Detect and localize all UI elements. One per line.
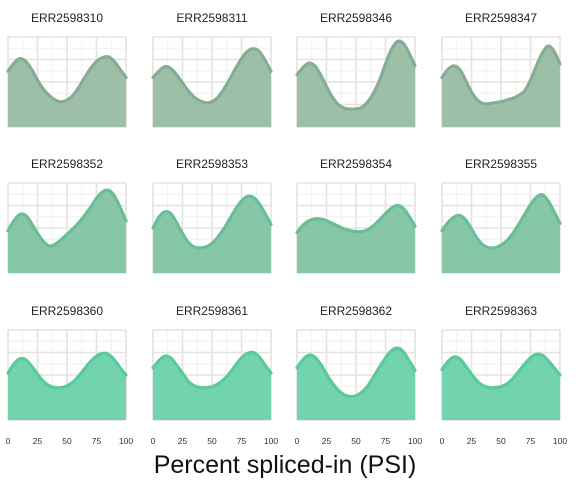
x-tick-label: 75 xyxy=(526,436,536,446)
x-tick-label: 25 xyxy=(33,436,43,446)
density-line xyxy=(6,351,128,390)
facet-panel: ERR2598361 xyxy=(151,304,273,421)
facet-panel: ERR2598360 xyxy=(6,304,128,421)
density-area xyxy=(442,194,560,273)
x-tick-label: 75 xyxy=(237,436,247,446)
x-tick-label: 0 xyxy=(6,436,11,446)
density-area xyxy=(153,48,271,128)
x-axis-title: Percent spliced-in (PSI) xyxy=(154,451,417,479)
density-line xyxy=(151,350,273,390)
x-tick-label: 75 xyxy=(381,436,391,446)
density-area xyxy=(8,190,126,273)
x-tick-label: 100 xyxy=(264,436,278,446)
density-line xyxy=(295,346,417,399)
facet-panel: ERR2598310 xyxy=(6,11,128,128)
density-line xyxy=(440,44,562,106)
panel-title: ERR2598354 xyxy=(320,157,392,171)
facet-panel: ERR2598353 xyxy=(151,157,273,274)
density-line xyxy=(440,192,562,250)
density-area xyxy=(442,45,560,127)
density-area xyxy=(297,347,415,420)
density-line xyxy=(151,194,273,250)
panel-title: ERR2598347 xyxy=(465,11,537,25)
x-tick-label: 0 xyxy=(440,436,445,446)
facet-panel: ERR2598355 xyxy=(440,157,562,274)
facet-panel: ERR2598363 xyxy=(440,304,562,421)
panel-title: ERR2598363 xyxy=(465,304,537,318)
density-line xyxy=(151,47,273,105)
panel-title: ERR2598346 xyxy=(320,11,392,25)
x-axis-ticks: 0 25 50 75 100 0 25 50 75 100 0 25 50 75 100 0 25 50 75 100 xyxy=(6,436,568,446)
x-tick-label: 25 xyxy=(467,436,477,446)
facet-panel: ERR2598352 xyxy=(6,157,128,274)
panel-title: ERR2598355 xyxy=(465,157,537,171)
x-tick-label: 50 xyxy=(207,436,217,446)
x-tick-label: 100 xyxy=(119,436,133,446)
x-tick-label: 0 xyxy=(151,436,156,446)
facet-panel: ERR2598347 xyxy=(440,11,562,128)
x-tick-label: 100 xyxy=(408,436,422,446)
density-line xyxy=(440,352,562,390)
density-line xyxy=(295,39,417,111)
facet-panel: ERR2598311 xyxy=(151,11,273,128)
facet-panel: ERR2598354 xyxy=(295,157,417,274)
x-tick-label: 100 xyxy=(553,436,567,446)
panel-title: ERR2598362 xyxy=(320,304,392,318)
facet-panel: ERR2598362 xyxy=(295,304,417,421)
x-tick-label: 25 xyxy=(178,436,188,446)
x-tick-label: 0 xyxy=(295,436,300,446)
density-area xyxy=(153,352,271,420)
x-tick-label: 50 xyxy=(496,436,506,446)
panel-title: ERR2598360 xyxy=(31,304,103,318)
panel-title: ERR2598353 xyxy=(176,157,248,171)
x-tick-label: 75 xyxy=(92,436,102,446)
density-line xyxy=(295,203,417,235)
x-tick-label: 50 xyxy=(351,436,361,446)
panel-title: ERR2598361 xyxy=(176,304,248,318)
x-tick-label: 50 xyxy=(62,436,72,446)
x-tick-label: 25 xyxy=(322,436,332,446)
panel-title: ERR2598310 xyxy=(31,11,103,25)
facet-panel: ERR2598346 xyxy=(295,11,417,128)
density-area xyxy=(8,56,126,127)
density-line xyxy=(6,188,128,248)
density-line xyxy=(6,54,128,104)
panel-grid: ERR2598310 ERR2598311 ERR2598346 ERR2598347… xyxy=(6,11,562,421)
density-area xyxy=(297,41,415,128)
panel-title: ERR2598311 xyxy=(176,11,247,25)
density-area xyxy=(153,196,271,273)
panel-title: ERR2598352 xyxy=(31,157,103,171)
